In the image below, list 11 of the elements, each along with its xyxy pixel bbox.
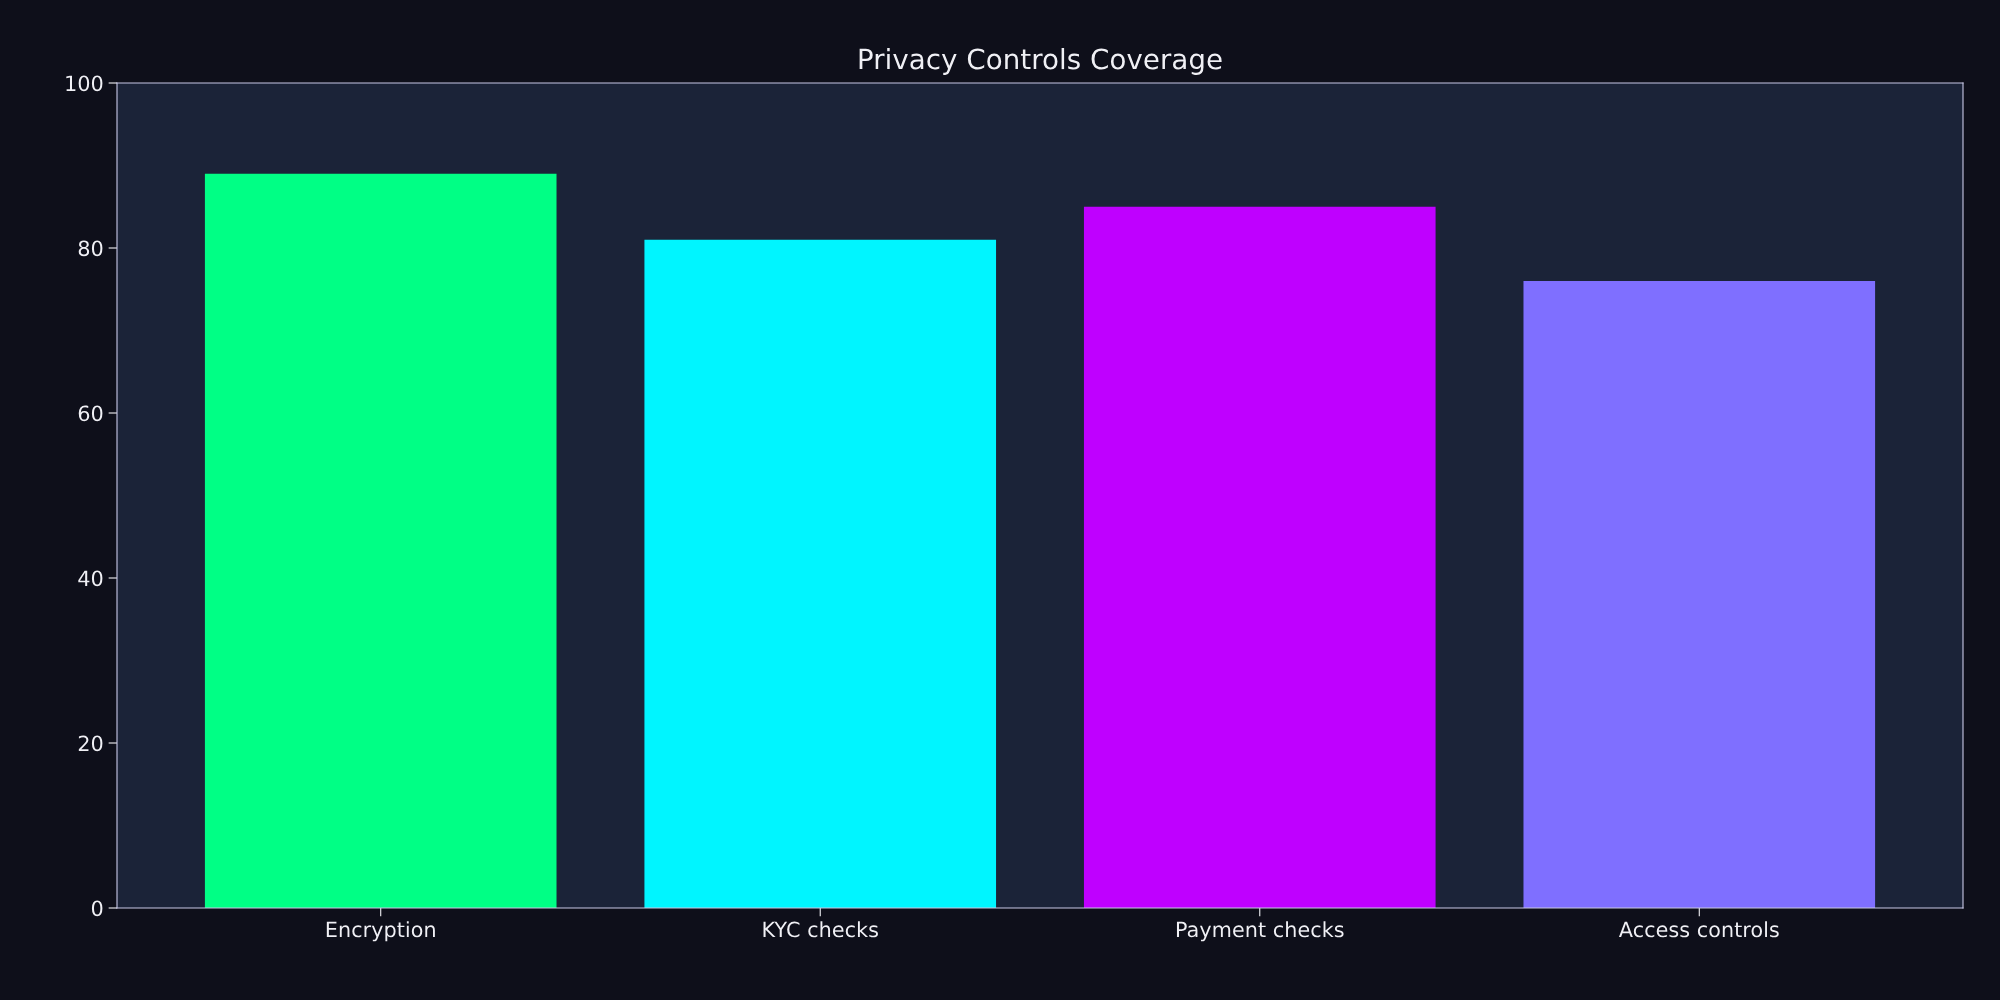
y-tick-label: 20: [78, 735, 103, 752]
x-tick-label: KYC checks: [763, 921, 878, 938]
x-tick-label: Payment checks: [1176, 921, 1344, 942]
y-tick-label: 100: [66, 75, 103, 92]
y-tick-label: 0: [91, 900, 103, 917]
x-tick-label: Encryption: [326, 921, 435, 942]
y-tick-label: 60: [78, 405, 103, 422]
y-tick-label: 80: [78, 240, 103, 257]
y-tick-label: 40: [78, 570, 103, 587]
chart-title: Privacy Controls Coverage: [859, 48, 1222, 75]
x-tick-label: Access controls: [1618, 921, 1779, 938]
